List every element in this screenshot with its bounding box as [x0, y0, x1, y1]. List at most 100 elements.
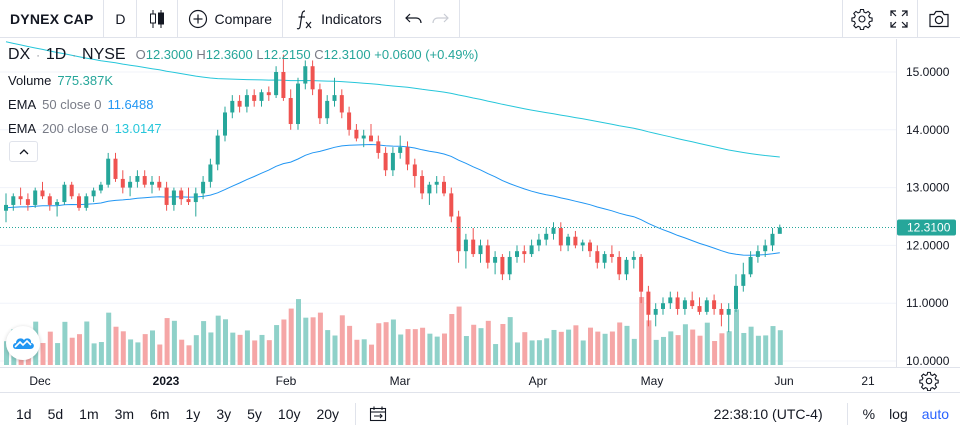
legend-volume-row[interactable]: Volume 775.387K [8, 68, 478, 92]
volume-bar [4, 341, 9, 365]
candle-body [40, 190, 45, 197]
indicators-label: Indicators [321, 10, 382, 27]
candle-body [325, 100, 330, 119]
range-20y[interactable]: 20y [316, 405, 340, 422]
low-value: 12.2150 [263, 47, 311, 62]
range-1d[interactable]: 1d [16, 405, 32, 422]
ema50-value: 11.6488 [107, 96, 154, 112]
price-axis[interactable]: 15.0000 14.0000 13.0000 12.0000 11.0000 10.00… [906, 65, 950, 367]
price-chart[interactable]: 15.0000 14.0000 13.0000 12.0000 11.0000 10.00… [0, 39, 960, 367]
candle-body [317, 89, 322, 119]
candle-body [558, 228, 563, 246]
candle-body [4, 204, 8, 211]
volume-bar [62, 321, 68, 365]
time-axis[interactable]: Dec 2023 Feb Mar Apr May Jun 21 [0, 367, 960, 393]
indicators-button[interactable]: Indicators [283, 0, 394, 38]
interval-button[interactable]: D [115, 10, 126, 27]
chart-type-button[interactable] [137, 0, 177, 38]
volume-bar [515, 342, 520, 365]
range-3y[interactable]: 3y [216, 405, 232, 422]
volume-bar [602, 333, 608, 365]
low-label: L [256, 47, 264, 62]
volume-bar [755, 335, 761, 365]
percent-scale-toggle[interactable]: % [862, 405, 876, 422]
volume-bar [609, 331, 615, 365]
legend-ema200-row[interactable]: EMA 200 close 0 13.0147 [8, 116, 478, 140]
settings-button[interactable] [843, 0, 880, 38]
clock-timezone[interactable]: 22:38:10 (UTC-4) [713, 405, 823, 422]
candle-body [471, 239, 476, 255]
range-6m[interactable]: 6m [150, 405, 170, 422]
candle-body [755, 251, 760, 257]
legend-collapse-button[interactable] [9, 141, 38, 162]
volume-bar [376, 323, 382, 365]
volume-bar [763, 335, 769, 365]
log-scale-toggle[interactable]: log [889, 405, 908, 422]
range-1m[interactable]: 1m [79, 405, 99, 422]
candle-body [332, 95, 337, 101]
fullscreen-button[interactable] [880, 0, 917, 38]
volume-bar [682, 324, 688, 365]
price-tick-label: 15.0000 [906, 65, 950, 79]
candle-body [339, 95, 344, 113]
legend-ema50-row[interactable]: EMA 50 close 0 11.6488 [8, 92, 478, 116]
price-tick-label: 11.0000 [906, 296, 949, 310]
tradingview-logo[interactable] [6, 326, 40, 360]
candle-body [573, 236, 578, 246]
camera-icon [929, 10, 949, 27]
volume-bar [639, 297, 645, 365]
volume-bar [558, 331, 564, 365]
range-1y[interactable]: 1y [185, 405, 201, 422]
volume-bar [193, 335, 199, 365]
range-5y[interactable]: 5y [247, 405, 262, 422]
chart-pane[interactable]: 15.0000 14.0000 13.0000 12.0000 11.0000 10.00… [0, 39, 960, 367]
fx-icon [296, 9, 312, 29]
auto-scale-toggle[interactable]: auto [921, 405, 949, 422]
volume-bar [69, 337, 75, 365]
legend-symbol[interactable]: DX [8, 46, 31, 63]
volume-bar [303, 317, 309, 365]
volume-bar [493, 344, 499, 365]
volume-bar [427, 333, 433, 365]
volume-bar [296, 299, 301, 365]
go-to-date-button[interactable] [364, 400, 392, 428]
candle-body [536, 239, 541, 246]
volume-bar [463, 336, 469, 365]
compare-button[interactable]: Compare [178, 0, 282, 38]
range-3m[interactable]: 3m [114, 405, 135, 422]
candle-body [237, 100, 242, 107]
axis-settings-gear-icon[interactable] [919, 371, 939, 391]
volume-bar [485, 320, 491, 365]
volume-bar [712, 341, 718, 365]
candle-body [515, 251, 519, 257]
undo-button[interactable] [401, 0, 427, 38]
snapshot-button[interactable] [918, 0, 960, 38]
volume-bar [390, 319, 396, 365]
candle-body [354, 129, 359, 139]
candle-body [463, 239, 468, 252]
candle-body [741, 274, 746, 286]
volume-bar [120, 331, 126, 365]
price-tick-label: 12.0000 [906, 238, 950, 252]
candle-body [244, 95, 249, 107]
legend-ohlc: O12.3000 H12.3600 L12.2150 C12.3100 +0.0… [136, 47, 479, 62]
candle-body [128, 181, 133, 188]
redo-button[interactable] [427, 0, 453, 38]
candle-body [770, 233, 775, 246]
candle-body [347, 112, 352, 130]
candle-body [33, 190, 38, 205]
range-5d[interactable]: 5d [47, 405, 64, 422]
candle-body [230, 100, 235, 113]
volume-bar [551, 329, 557, 365]
range-10y[interactable]: 10y [277, 405, 301, 422]
volume-bar [500, 323, 506, 365]
volume-bar [529, 340, 535, 365]
volume-bar [624, 325, 630, 365]
volume-bar [354, 339, 360, 365]
candle-body [259, 92, 264, 101]
volume-bar [741, 332, 747, 365]
candle-body [171, 190, 176, 205]
symbol-search-button[interactable]: DYNEX CAP [10, 10, 94, 27]
volume-bar [449, 314, 455, 365]
calendar-range-icon [370, 406, 387, 421]
